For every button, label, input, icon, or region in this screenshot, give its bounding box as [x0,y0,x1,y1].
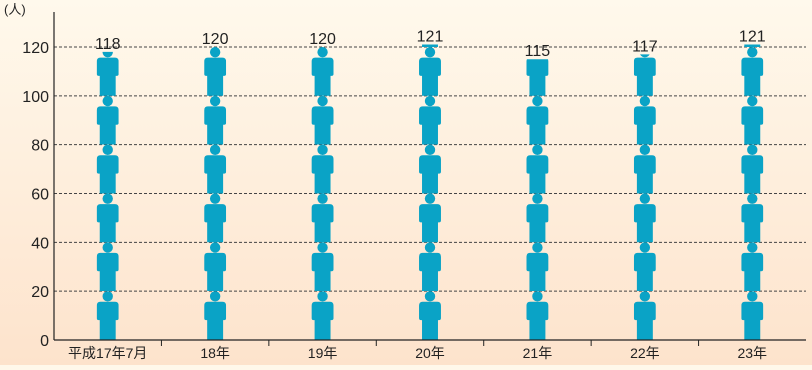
y-tick-label-80: 80 [31,138,49,155]
x-tick-label-3: 20年 [415,345,445,361]
y-tick-label-60: 60 [31,187,49,204]
data-label-3: 121 [417,29,444,46]
y-tick-label-20: 20 [31,284,49,301]
labels: 0 20 40 60 80 100 120 (人) 118 平成17年7月 120 18年 120 19年… [4,2,767,361]
data-label-6: 121 [739,29,766,46]
data-label-4: 115 [525,43,551,60]
data-label-2: 120 [309,31,336,48]
data-label-5: 117 [632,38,658,55]
data-label-1: 120 [202,31,229,48]
x-tick-label-4: 21年 [523,345,553,361]
y-tick-label-40: 40 [31,235,49,252]
x-tick-label-0: 平成17年7月 [68,345,147,361]
x-tick-label-5: 22年 [630,345,660,361]
axes [53,12,806,346]
y-tick-label-100: 100 [22,89,49,106]
y-axis-label: (人) [4,2,26,17]
y-tick-label-0: 0 [40,333,49,350]
x-tick-label-2: 19年 [308,345,338,361]
x-tick-label-1: 18年 [200,345,230,361]
x-tick-label-6: 23年 [737,345,767,361]
data-label-0: 118 [95,36,121,53]
y-tick-label-120: 120 [22,40,49,57]
